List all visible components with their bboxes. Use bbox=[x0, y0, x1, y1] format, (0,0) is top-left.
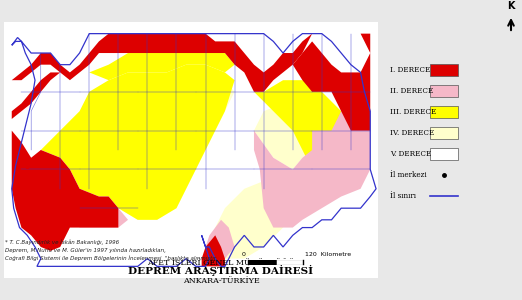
Text: 120  Kilometre: 120 Kilometre bbox=[305, 252, 351, 257]
Polygon shape bbox=[105, 142, 186, 220]
Polygon shape bbox=[89, 53, 234, 80]
Text: IV. DERECE: IV. DERECE bbox=[390, 129, 434, 137]
Text: AFET İŞLERİ GENEL MÜDÜRLÜĞÜ: AFET İŞLERİ GENEL MÜDÜRLÜĞÜ bbox=[147, 258, 295, 267]
Text: İl sınırı: İl sınırı bbox=[390, 192, 416, 200]
Polygon shape bbox=[293, 34, 370, 130]
Polygon shape bbox=[254, 103, 312, 169]
Text: V. DERECE: V. DERECE bbox=[390, 150, 431, 158]
Text: ANKARA-TÜRKİYE: ANKARA-TÜRKİYE bbox=[183, 277, 259, 285]
Polygon shape bbox=[79, 72, 234, 220]
Text: II. DERECE: II. DERECE bbox=[390, 87, 433, 95]
Polygon shape bbox=[167, 80, 209, 150]
Bar bbox=[4, 22, 378, 278]
Text: * T. C.Bayındırlık ve İskân Bakanlığı, 1996: * T. C.Bayındırlık ve İskân Bakanlığı, 1… bbox=[5, 239, 119, 245]
Text: Coğrafi Bilgi Sistemi ile Deprem Bölgelerinin İncelenmesi  "başlıkta alınmıştır.: Coğrafi Bilgi Sistemi ile Deprem Bölgele… bbox=[5, 255, 217, 261]
Polygon shape bbox=[12, 130, 118, 251]
Polygon shape bbox=[254, 80, 351, 189]
Polygon shape bbox=[31, 150, 128, 228]
Bar bbox=[430, 127, 458, 139]
Text: I. DERECE: I. DERECE bbox=[390, 66, 430, 74]
Polygon shape bbox=[41, 65, 234, 220]
Text: İl merkezi: İl merkezi bbox=[390, 171, 426, 179]
Bar bbox=[430, 148, 458, 160]
Polygon shape bbox=[12, 72, 60, 119]
Polygon shape bbox=[201, 235, 225, 266]
Bar bbox=[430, 85, 458, 97]
Polygon shape bbox=[12, 34, 312, 92]
Polygon shape bbox=[254, 92, 370, 228]
Bar bbox=[430, 106, 458, 118]
Polygon shape bbox=[215, 181, 293, 259]
Bar bbox=[430, 64, 458, 76]
Polygon shape bbox=[206, 220, 234, 266]
Text: K: K bbox=[507, 1, 515, 11]
Text: III. DERECE: III. DERECE bbox=[390, 108, 436, 116]
Text: Deprem, M.Nurlu ve M. Güler'in 1997 yılında hazırladıkları,: Deprem, M.Nurlu ve M. Güler'in 1997 yılı… bbox=[5, 248, 166, 253]
Text: 0: 0 bbox=[242, 252, 246, 257]
Text: DEPREM ARAŞTIRMA DAİRESİ: DEPREM ARAŞTIRMA DAİRESİ bbox=[128, 265, 314, 276]
